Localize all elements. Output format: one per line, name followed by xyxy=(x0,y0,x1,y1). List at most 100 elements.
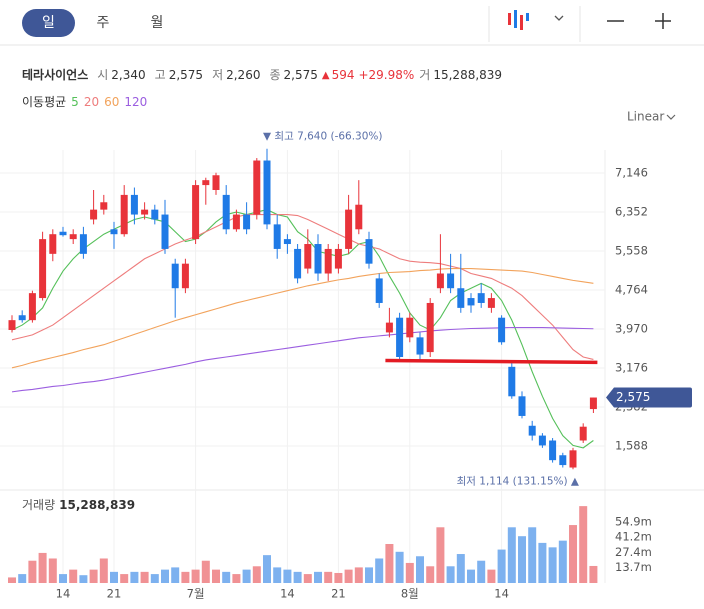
volume-bar xyxy=(528,527,537,583)
volume-bar xyxy=(589,565,598,583)
candle-body xyxy=(59,231,67,236)
candle-body xyxy=(569,450,577,468)
quote-line: 테라사이언스 시 2,340 고 2,575 저 2,260 종 2,575 ▲ 594 +29.98… xyxy=(22,67,502,82)
candle-body xyxy=(324,248,332,274)
quote-value: 2,575 xyxy=(169,68,203,82)
volume-bar xyxy=(150,574,159,583)
min-label: 최저 1,114 (131.15%) ▲ xyxy=(457,475,580,487)
volume-bar xyxy=(161,569,169,583)
volume-bar xyxy=(171,567,180,583)
volume-bar xyxy=(293,571,302,583)
volume-bar xyxy=(334,572,343,583)
volume-bar xyxy=(436,527,445,583)
candle-body xyxy=(222,194,230,230)
quote-label: 저 xyxy=(212,68,223,82)
scale-chevron xyxy=(666,114,676,120)
candle-body xyxy=(110,229,118,235)
candle-body xyxy=(212,175,220,190)
candle-body xyxy=(161,214,169,249)
y-tick-label: 1,588 xyxy=(615,439,648,453)
volume-tick-label: 54.9m xyxy=(615,514,652,528)
volume-bar xyxy=(497,549,506,583)
volume-bar xyxy=(303,574,312,583)
volume-bar xyxy=(558,540,567,583)
volume-bar xyxy=(140,571,149,583)
volume-bar xyxy=(375,558,384,583)
y-tick-label: 6,352 xyxy=(615,204,648,218)
volume-bar xyxy=(283,569,292,583)
tab-week[interactable]: 주 xyxy=(97,15,110,31)
moving-average xyxy=(11,214,594,360)
volume-bar xyxy=(273,567,282,583)
quote-value: 2,575 xyxy=(284,68,318,82)
ma-label: 이동평균 xyxy=(22,95,66,109)
zoom-in[interactable] xyxy=(655,13,671,29)
stock-name: 테라사이언스 xyxy=(22,67,88,82)
volume-title-value: 15,288,839 xyxy=(59,498,135,512)
active-tab-bg[interactable] xyxy=(22,9,75,37)
volume-bar xyxy=(38,552,47,583)
ma-legend-item: 120 xyxy=(124,95,147,109)
volume-bar xyxy=(28,560,37,583)
volume-bar xyxy=(18,574,27,583)
candle-body xyxy=(436,273,444,289)
candle-body xyxy=(120,194,128,235)
volume-bar xyxy=(69,569,78,583)
volume-bar xyxy=(79,575,88,583)
candle-body xyxy=(579,426,587,441)
tab-day[interactable]: 일 xyxy=(42,15,55,31)
candle-body xyxy=(283,239,291,245)
volume-title: 거래량 15,288,839 xyxy=(22,498,135,512)
volume-bar xyxy=(416,556,424,583)
candle-body xyxy=(49,234,57,254)
y-tick-label: 5,558 xyxy=(615,243,648,257)
last-price-label: 2,575 xyxy=(616,390,650,404)
candle-body xyxy=(477,293,485,303)
volume-bar xyxy=(579,506,588,583)
x-tick-label: 7월 xyxy=(187,587,205,601)
candle-body xyxy=(8,320,16,330)
max-label: ▼ 최고 7,640 (-66.30%) xyxy=(263,131,383,143)
candle-body xyxy=(487,298,495,308)
candle-body xyxy=(355,204,363,230)
x-tick-label: 14 xyxy=(56,587,71,601)
candle-body xyxy=(559,455,567,466)
volume-bar xyxy=(467,569,475,583)
tab-month[interactable]: 월 xyxy=(151,15,164,31)
candle-body xyxy=(243,214,251,230)
volume-bar xyxy=(191,569,200,583)
chart-type-button[interactable] xyxy=(488,6,581,42)
candle-body xyxy=(28,293,36,321)
volume-bar xyxy=(263,555,271,583)
x-tick-label: 21 xyxy=(331,587,346,601)
volume-bar xyxy=(477,560,486,583)
candle-body xyxy=(69,234,77,240)
scale-button[interactable]: Linear xyxy=(627,110,664,124)
volume-bar xyxy=(487,569,496,583)
volume-bar xyxy=(99,558,108,583)
moving-average xyxy=(11,326,594,393)
candle-body xyxy=(273,224,281,249)
y-tick-label: 7,146 xyxy=(615,165,648,179)
candle-body xyxy=(294,248,302,279)
x-tick-label: 8월 xyxy=(401,587,419,601)
y-tick-label: 3,176 xyxy=(615,361,648,375)
volume-bar xyxy=(344,569,353,583)
last-price-badge xyxy=(606,387,692,408)
candle-body xyxy=(467,298,475,306)
volume-bar xyxy=(242,569,251,583)
volume-tick-label: 41.2m xyxy=(615,530,652,544)
candle-body xyxy=(498,317,506,343)
quote-label: 고 xyxy=(155,68,166,82)
x-tick-label: 14 xyxy=(494,587,509,601)
volume-bar xyxy=(405,562,414,583)
volume-bar xyxy=(48,558,57,583)
candle-body xyxy=(447,273,455,289)
volume-bar xyxy=(222,571,231,583)
moving-average xyxy=(11,209,594,449)
volume-bar xyxy=(120,574,129,583)
volume-value: 15,288,839 xyxy=(433,68,502,82)
change-pct: +29.98% xyxy=(358,68,414,82)
change-marker: ▲ xyxy=(322,70,330,81)
ma-legend-item: 5 xyxy=(71,95,79,109)
